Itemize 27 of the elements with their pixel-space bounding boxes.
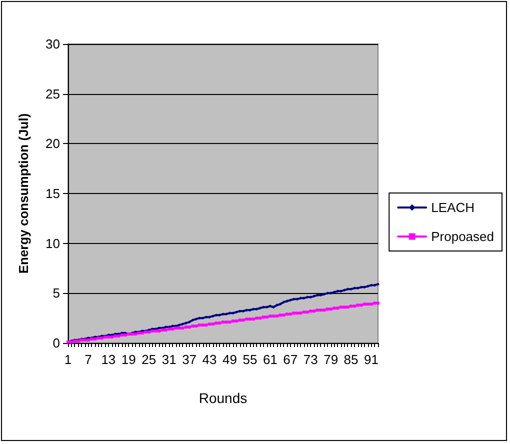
y-tick-label: 10 bbox=[46, 236, 60, 251]
y-axis-title: Energy consumption (Jul) bbox=[16, 113, 31, 274]
x-tick-label: 37 bbox=[182, 352, 197, 367]
x-tick-label: 61 bbox=[262, 352, 278, 367]
x-tick-label: 25 bbox=[142, 352, 156, 367]
x-tick-label: 73 bbox=[303, 352, 318, 367]
y-tick-label: 20 bbox=[46, 136, 60, 152]
x-tick-label: 7 bbox=[84, 352, 92, 367]
y-tick-label: 25 bbox=[46, 86, 60, 102]
x-tick-label: 13 bbox=[101, 352, 116, 367]
x-tick-label: 31 bbox=[162, 352, 176, 367]
x-tick-label: 49 bbox=[222, 352, 237, 367]
legend-label: LEACH bbox=[431, 200, 474, 215]
x-tick-label: 91 bbox=[364, 352, 378, 367]
y-tick-label: 0 bbox=[52, 336, 60, 350]
x-tick-label: 67 bbox=[283, 352, 298, 367]
y-tick-label: 5 bbox=[52, 286, 60, 301]
x-tick-label: 79 bbox=[324, 352, 338, 367]
legend-label: Propoased bbox=[431, 229, 494, 244]
x-tick-label: 85 bbox=[344, 352, 358, 367]
y-tick-label: 30 bbox=[46, 36, 60, 52]
x-tick-label: 19 bbox=[121, 352, 136, 367]
x-tick-label: 55 bbox=[242, 352, 258, 367]
x-axis-title: Rounds bbox=[198, 390, 248, 406]
x-tick-label: 43 bbox=[202, 352, 217, 367]
y-tick-label: 15 bbox=[46, 186, 60, 201]
x-tick-label: 1 bbox=[64, 352, 72, 367]
